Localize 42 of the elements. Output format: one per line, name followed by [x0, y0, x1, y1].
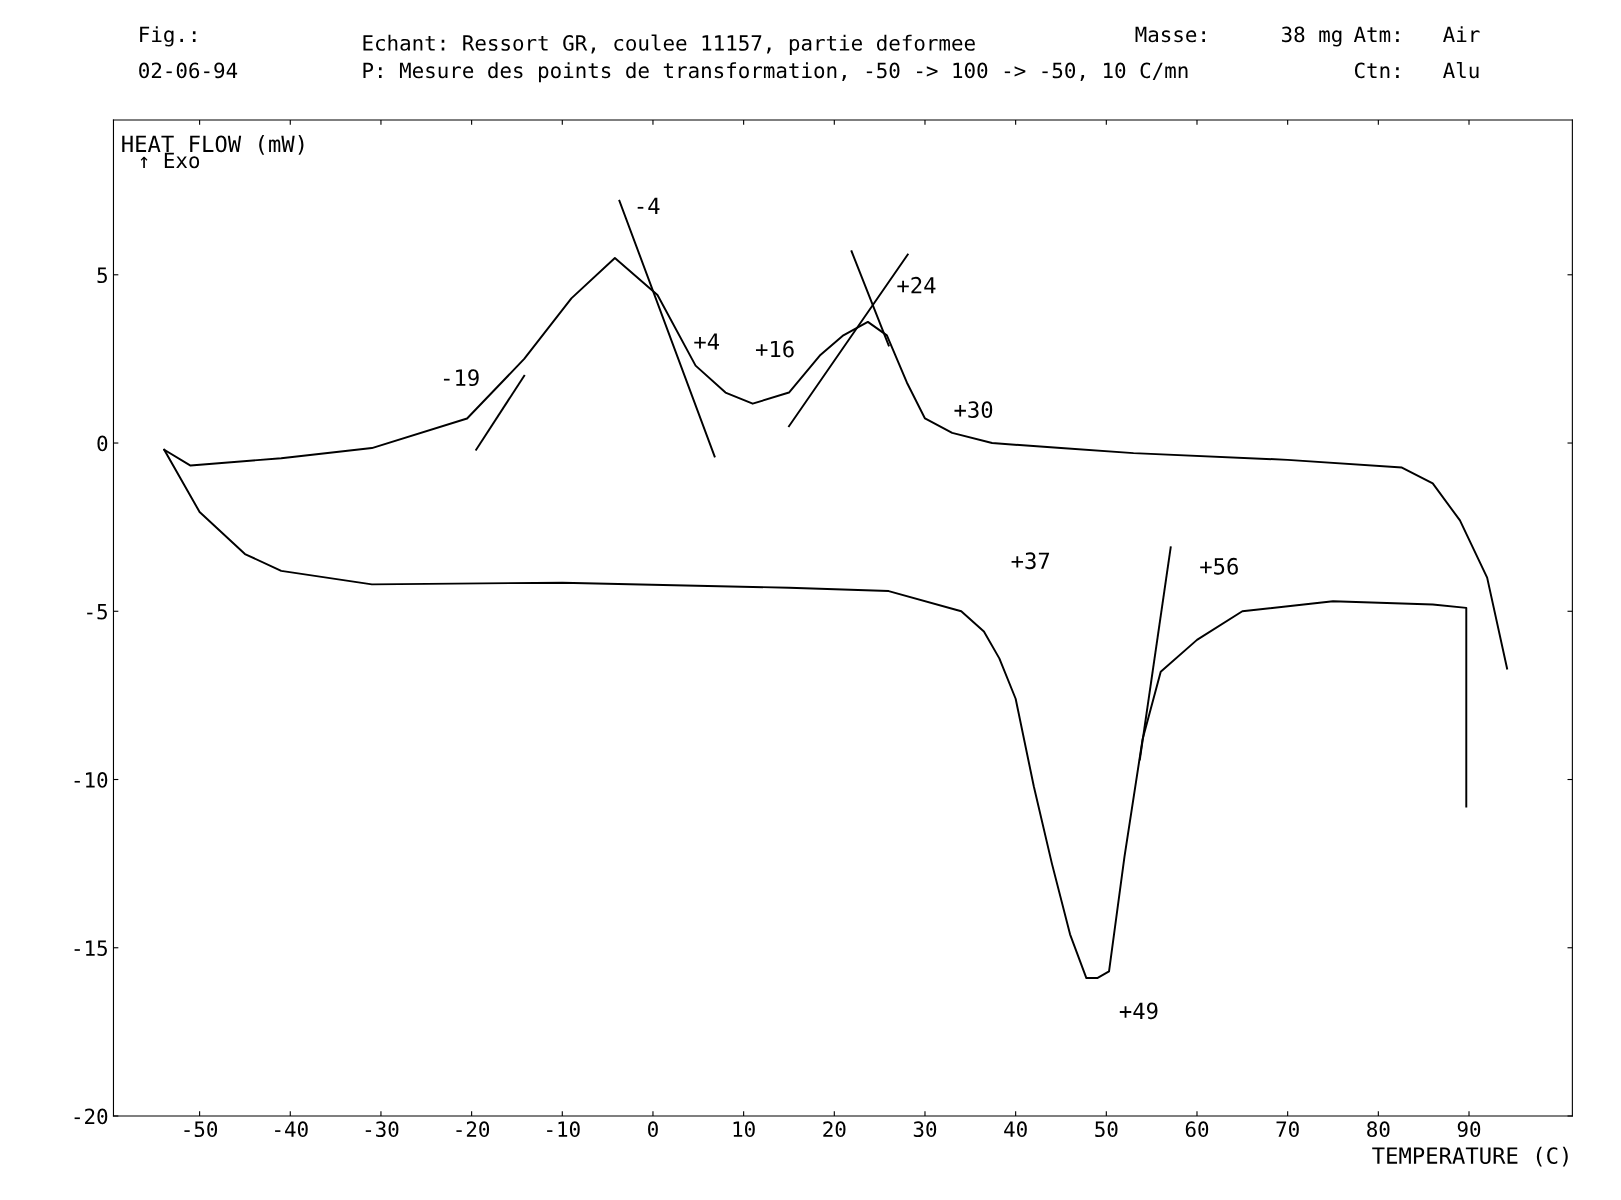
chart-title: Echant: Ressort GR, coulee 11157, partie deformee — [363, 34, 975, 55]
annotation: +49 — [1119, 1002, 1158, 1020]
text: Ctn: — [1354, 62, 1399, 79]
y-tick-label: 5 — [97, 267, 107, 284]
annotation: +16 — [755, 340, 794, 358]
x-tick-label: -50 — [184, 1121, 218, 1138]
text: Atm: — [1353, 26, 1399, 42]
annotation: ↑ Exo — [140, 152, 200, 169]
x-tick-label: 50 — [1095, 1121, 1118, 1138]
chart-subtitle: P: Mesure des points de transformation, -50 -> 100 -> -50, 10 C/mn — [363, 62, 1188, 83]
y-tick-label: -10 — [74, 772, 108, 788]
text: Air — [1443, 26, 1480, 42]
y-tick-label: -15 — [74, 940, 107, 957]
text: Alu — [1443, 62, 1479, 79]
x-tick-label: 0 — [648, 1121, 658, 1138]
x-tick-label: 30 — [913, 1121, 937, 1138]
y-tick-label: -20 — [74, 1108, 108, 1125]
x-tick-label: 40 — [1004, 1121, 1027, 1138]
x-tick-label: 90 — [1457, 1121, 1481, 1138]
x-axis-title: TEMPERATURE (C) — [1372, 1146, 1568, 1167]
x-tick-label: 80 — [1367, 1121, 1390, 1138]
annotation: -4 — [637, 197, 660, 214]
annotation: -19 — [443, 369, 479, 387]
y-tick-label: 0 — [97, 435, 108, 452]
annotation: +30 — [954, 401, 993, 419]
x-tick-label: 20 — [823, 1121, 846, 1138]
annotation: +56 — [1200, 557, 1238, 575]
annotation: +24 — [897, 276, 936, 294]
text: Masse: — [1135, 26, 1205, 43]
x-tick-label: 70 — [1276, 1121, 1299, 1138]
x-tick-label: -30 — [365, 1121, 399, 1138]
text: 02-06-94 — [139, 62, 238, 79]
x-tick-label: 10 — [733, 1121, 755, 1138]
text: Fig.: — [140, 26, 196, 47]
x-tick-label: -10 — [547, 1121, 580, 1138]
annotation: +37 — [1011, 552, 1050, 570]
y-tick-label: -5 — [87, 604, 107, 620]
text: 38 mg — [1281, 26, 1342, 47]
x-tick-label: -20 — [456, 1121, 490, 1138]
x-tick-label: 60 — [1185, 1121, 1209, 1138]
x-tick-label: -40 — [275, 1121, 308, 1138]
annotation: +4 — [694, 333, 720, 350]
